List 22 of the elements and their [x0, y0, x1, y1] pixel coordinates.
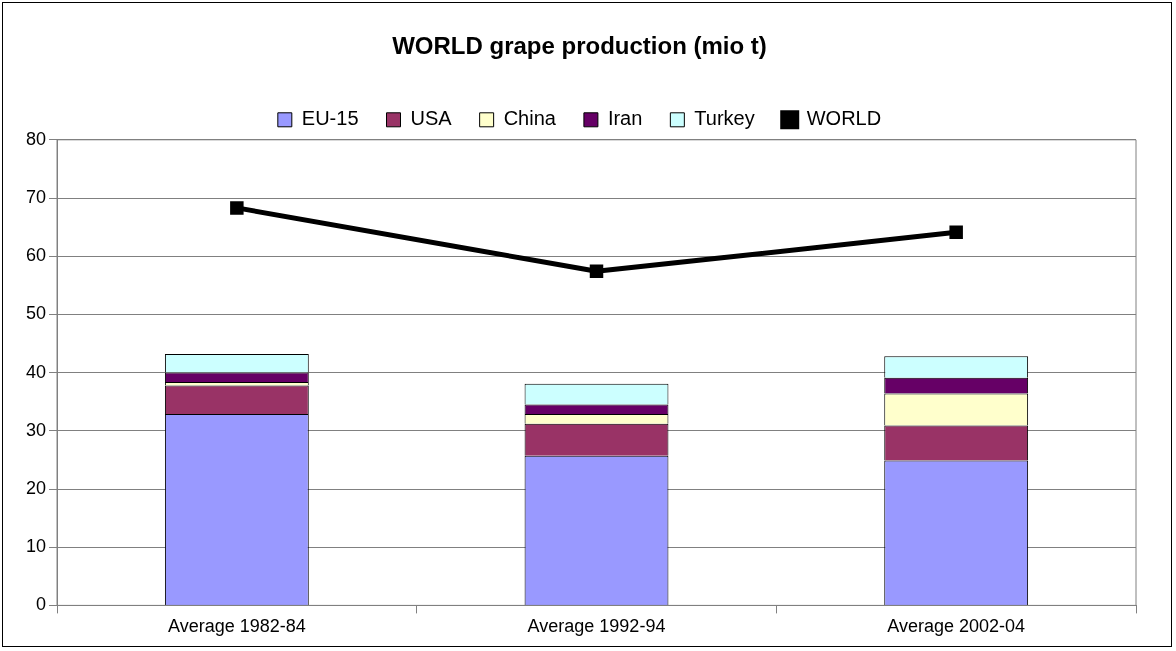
legend-label: WORLD [806, 107, 882, 130]
legend-label: China [503, 107, 557, 130]
x-tick-label: Average 2002-04 [887, 616, 1026, 637]
y-tick-label: 10 [25, 536, 47, 557]
y-tick-label: 80 [25, 128, 47, 149]
y-tick-label: 50 [25, 303, 47, 324]
legend-label: Turkey [694, 107, 755, 130]
point [949, 225, 963, 240]
y-tick-label: 20 [25, 477, 47, 498]
y-tick-label: 60 [25, 245, 47, 266]
y-tick-label: 0 [36, 594, 47, 615]
chart-title: WORLD grape production (mio t) [392, 32, 767, 60]
y-tick-label: 40 [25, 361, 47, 382]
point [589, 264, 604, 279]
y-tick-label: 70 [25, 186, 47, 207]
x-tick-label: Average 1992-94 [527, 616, 666, 637]
point [230, 201, 244, 215]
legend-label: EU-15 [301, 107, 359, 130]
y-tick-label: 30 [25, 419, 47, 440]
x-tick-label: Average 1982-84 [167, 616, 306, 637]
legend-label: Iran [607, 107, 643, 130]
legend-label: USA [410, 107, 453, 130]
